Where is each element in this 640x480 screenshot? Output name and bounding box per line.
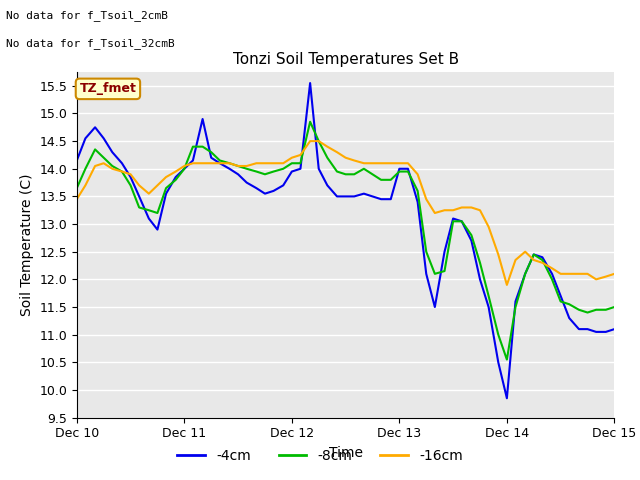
Title: Tonzi Soil Temperatures Set B: Tonzi Soil Temperatures Set B — [232, 52, 459, 67]
X-axis label: Time: Time — [328, 446, 363, 460]
-16cm — [199, 160, 207, 166]
-4cm — [261, 191, 269, 196]
-16cm — [503, 282, 511, 288]
-8cm — [180, 166, 188, 172]
-8cm — [369, 171, 376, 177]
-4cm — [307, 80, 314, 86]
-8cm — [73, 185, 81, 191]
-16cm — [73, 196, 81, 202]
-8cm — [261, 171, 269, 177]
-8cm — [503, 357, 511, 362]
Line: -8cm: -8cm — [77, 122, 614, 360]
-16cm — [261, 160, 269, 166]
-16cm — [557, 271, 564, 276]
-16cm — [369, 160, 376, 166]
Line: -4cm: -4cm — [77, 83, 614, 398]
Text: No data for f_Tsoil_32cmB: No data for f_Tsoil_32cmB — [6, 38, 175, 49]
-4cm — [503, 396, 511, 401]
Y-axis label: Soil Temperature (C): Soil Temperature (C) — [20, 174, 34, 316]
-4cm — [557, 293, 564, 299]
-4cm — [180, 166, 188, 172]
-8cm — [199, 144, 207, 150]
Line: -16cm: -16cm — [77, 141, 614, 285]
-16cm — [404, 160, 412, 166]
-8cm — [404, 168, 412, 174]
-16cm — [180, 163, 188, 169]
Text: No data for f_Tsoil_2cmB: No data for f_Tsoil_2cmB — [6, 10, 168, 21]
-8cm — [557, 299, 564, 304]
-4cm — [199, 116, 207, 122]
-16cm — [307, 138, 314, 144]
Legend: -4cm, -8cm, -16cm: -4cm, -8cm, -16cm — [172, 443, 468, 468]
-4cm — [73, 157, 81, 163]
-8cm — [307, 119, 314, 125]
-16cm — [611, 271, 618, 276]
-4cm — [369, 193, 376, 199]
Text: TZ_fmet: TZ_fmet — [79, 83, 136, 96]
-8cm — [611, 304, 618, 310]
-4cm — [404, 166, 412, 172]
-4cm — [611, 326, 618, 332]
